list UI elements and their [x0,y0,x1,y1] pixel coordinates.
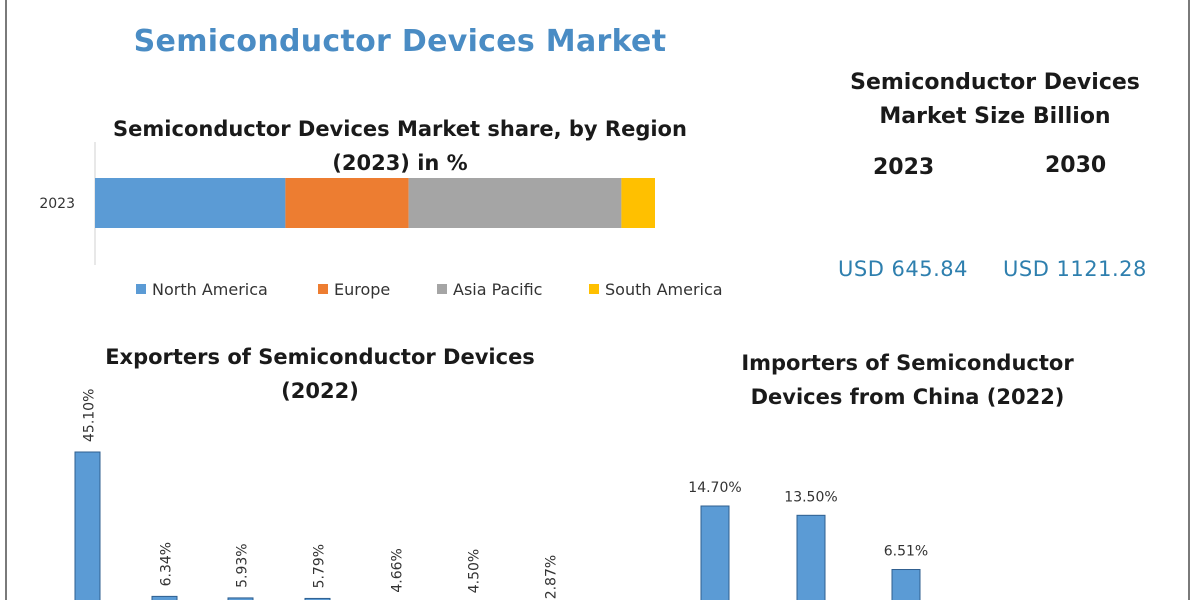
region-share-segment-0 [95,178,286,228]
importers-title: Importers of Semiconductor Devices from … [741,351,1074,409]
legend-label-3: South America [605,280,723,299]
exporters-data-label-3: 5.79% [312,544,328,588]
legend-swatch-3 [589,284,599,294]
legend-label-1: Europe [334,280,390,299]
importers-data-label-1: 13.50% [784,489,837,505]
market-size-value-2030: USD 1121.28 [1003,257,1147,281]
region-share-segment-1 [285,178,409,228]
importers-data-label-2: 6.51% [884,544,928,560]
exporters-data-label-2: 5.93% [235,543,251,587]
exporters-data-label-1: 6.34% [159,542,175,586]
region-share-segment-3 [621,178,655,228]
page-title: Semiconductor Devices Market [133,24,667,59]
market-size-year-2023: 2023 [873,155,935,180]
exporters-data-label-6: 2.87% [544,555,560,599]
exporters-data-label-4: 4.66% [390,548,406,592]
exporters-bar-0 [74,451,101,600]
legend-label-2: Asia Pacific [453,280,542,299]
region-share-segment-2 [408,178,622,228]
legend-swatch-0 [136,284,146,294]
exporters-title: Exporters of Semiconductor Devices (2022… [105,345,535,403]
legend-swatch-1 [318,284,328,294]
importers-bar-0 [700,505,730,600]
exporters-data-label-0: 45.10% [82,389,98,442]
region-share-category-label: 2023 [39,196,75,212]
exporters-bar-2 [227,597,254,600]
legend-label-0: North America [152,280,268,299]
importers-data-label-0: 14.70% [688,480,741,496]
region-share-title: Semiconductor Devices Market share, by R… [113,117,687,175]
importers-bar-2 [891,569,921,600]
legend-swatch-2 [437,284,447,294]
exporters-data-label-5: 4.50% [467,549,483,593]
page-frame [5,0,1190,600]
market-size-value-2023: USD 645.84 [838,257,969,281]
market-size-title: Semiconductor Devices Market Size Billio… [850,70,1140,129]
importers-bar-1 [796,514,826,600]
exporters-bar-1 [151,595,178,600]
exporters-bar-3 [304,597,331,600]
market-size-year-2030: 2030 [1045,153,1107,178]
